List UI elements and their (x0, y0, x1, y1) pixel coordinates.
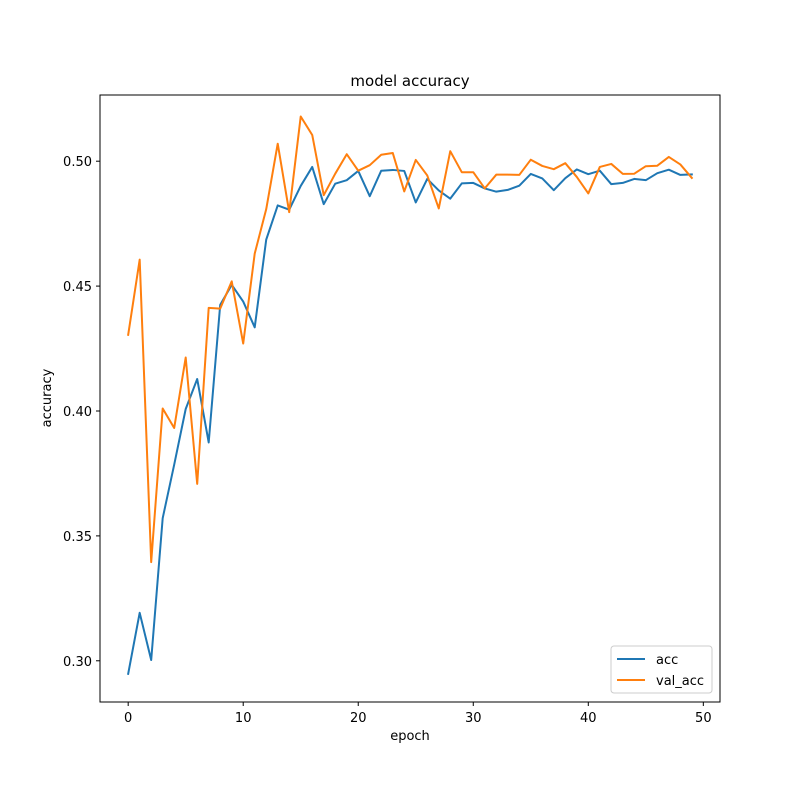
x-tick-label: 30 (465, 711, 482, 726)
x-axis-title: epoch (390, 729, 430, 744)
series-line-val-acc (127, 115, 694, 564)
y-tick-label: 0.45 (63, 280, 92, 295)
plot-area: 0 10 20 30 40 50 0.30 0.35 0.40 0.45 0.50 (63, 94, 721, 726)
legend-label-val-acc: val_acc (656, 674, 704, 689)
y-tick-label: 0.35 (63, 530, 92, 545)
x-tick-label: 0 (124, 711, 132, 726)
x-tick-label: 40 (580, 711, 597, 726)
y-tick-label: 0.40 (63, 405, 92, 420)
legend-box (610, 645, 713, 694)
x-tick-label: 20 (350, 711, 367, 726)
chart-title: model accuracy (350, 72, 469, 90)
axes-frame (99, 94, 721, 703)
legend-label-acc: acc (656, 653, 678, 668)
y-axis-title: accuracy (40, 368, 55, 427)
y-tick-label: 0.50 (63, 155, 92, 170)
x-tick-label: 10 (235, 711, 252, 726)
y-tick-label: 0.30 (63, 655, 92, 670)
x-tick-label: 50 (695, 711, 712, 726)
legend: acc val_acc (610, 645, 713, 694)
